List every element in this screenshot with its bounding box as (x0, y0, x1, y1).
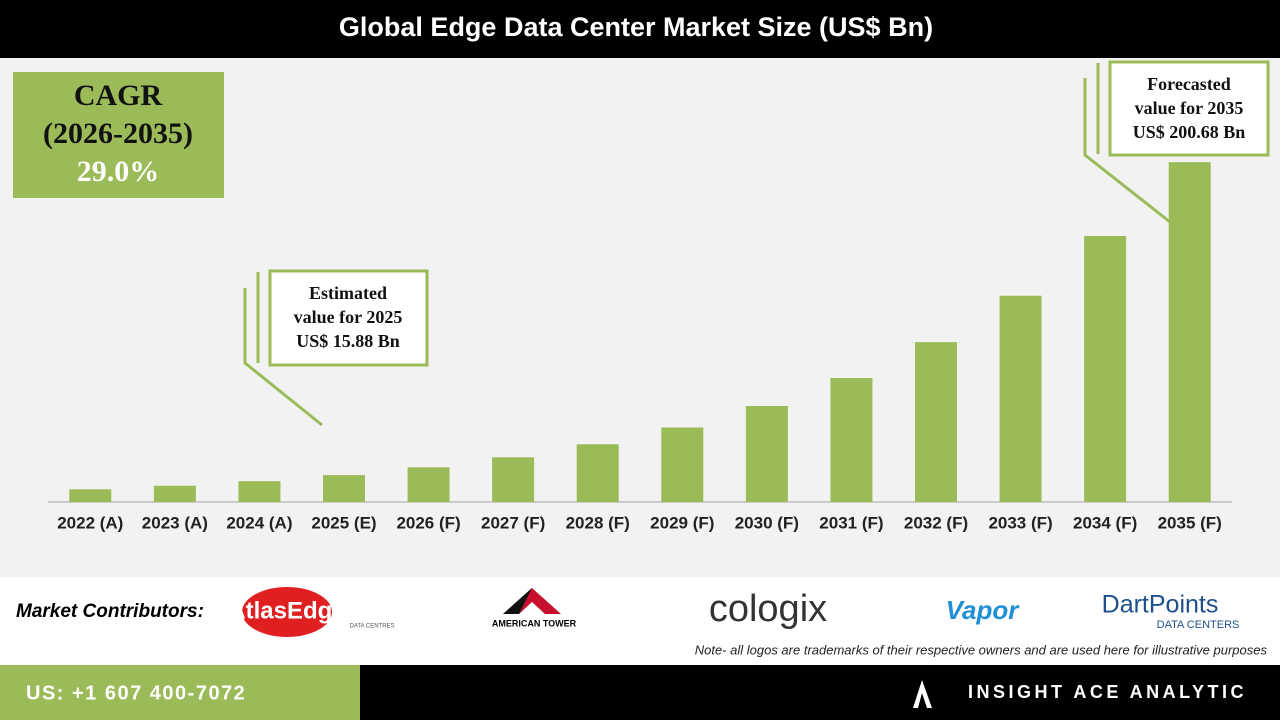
bar (999, 295, 1042, 502)
phone-box (0, 665, 360, 720)
x-tick-label: 2035 (F) (1158, 513, 1222, 532)
cagr-text: CAGR (74, 79, 163, 112)
logo: AtlasEdge (228, 597, 345, 624)
brand-bar (360, 665, 1280, 720)
callout-text: Forecasted (1147, 74, 1231, 94)
phone: US: +1 607 400-7072 (26, 682, 246, 704)
x-tick-label: 2027 (F) (481, 513, 545, 532)
logo: AMERICAN TOWER (492, 618, 577, 628)
x-tick-label: 2033 (F) (988, 513, 1052, 532)
x-tick-label: 2026 (F) (396, 513, 460, 532)
logo-band (0, 577, 1280, 665)
bar (915, 342, 957, 502)
x-tick-label: 2023 (A) (142, 513, 208, 532)
cagr-text: (2026-2035) (43, 117, 193, 150)
x-tick-label: 2025 (E) (311, 513, 376, 532)
note: Note- all logos are trademarks of their … (695, 642, 1268, 657)
callout-text: US$ 200.68 Bn (1133, 122, 1246, 142)
x-tick-label: 2032 (F) (904, 513, 968, 532)
callout-box (1108, 60, 1270, 157)
callout-box (268, 269, 429, 367)
logo-shape (503, 588, 532, 614)
logo: cologix (709, 588, 827, 630)
cagr-text: 29.0% (77, 155, 160, 188)
bar (69, 489, 112, 502)
bar (407, 467, 450, 502)
x-tick-label: 2022 (A) (57, 513, 123, 532)
x-tick-label: 2028 (F) (566, 513, 630, 532)
bar (492, 457, 535, 502)
callout-line (1083, 78, 1171, 224)
callout-text: value for 2025 (294, 307, 403, 327)
bar (238, 481, 281, 502)
logo: DartPoints (1102, 591, 1219, 619)
contributors-label: Market Contributors: (16, 601, 204, 622)
bar (830, 378, 873, 502)
bar (661, 427, 704, 502)
bar (576, 444, 619, 502)
chart-title: Global Edge Data Center Market Size (US$… (339, 12, 933, 42)
title-bar (0, 0, 1280, 58)
logo-shape (242, 587, 332, 637)
bar (153, 485, 196, 502)
x-tick-label: 2030 (F) (735, 513, 799, 532)
cagr-box (13, 72, 224, 198)
logo-sub: DATA CENTRES (349, 624, 394, 630)
callout-text: US$ 15.88 Bn (296, 331, 400, 351)
logo-sub: DATA CENTERS (1157, 619, 1240, 631)
x-tick-label: 2029 (F) (650, 513, 714, 532)
x-tick-label: 2034 (F) (1073, 513, 1137, 532)
brand-icon (913, 680, 932, 708)
brand: INSIGHT ACE ANALYTIC (968, 682, 1247, 702)
x-tick-label: 2031 (F) (819, 513, 883, 532)
x-tick-label: 2024 (A) (226, 513, 292, 532)
callout-text: value for 2035 (1135, 98, 1244, 118)
callout-text: Estimated (309, 283, 387, 303)
logo: Vapor (946, 595, 1021, 625)
bar (1168, 162, 1211, 502)
bar (323, 475, 365, 502)
bar (745, 405, 788, 502)
callout-line (243, 288, 323, 427)
bar (1084, 235, 1127, 503)
